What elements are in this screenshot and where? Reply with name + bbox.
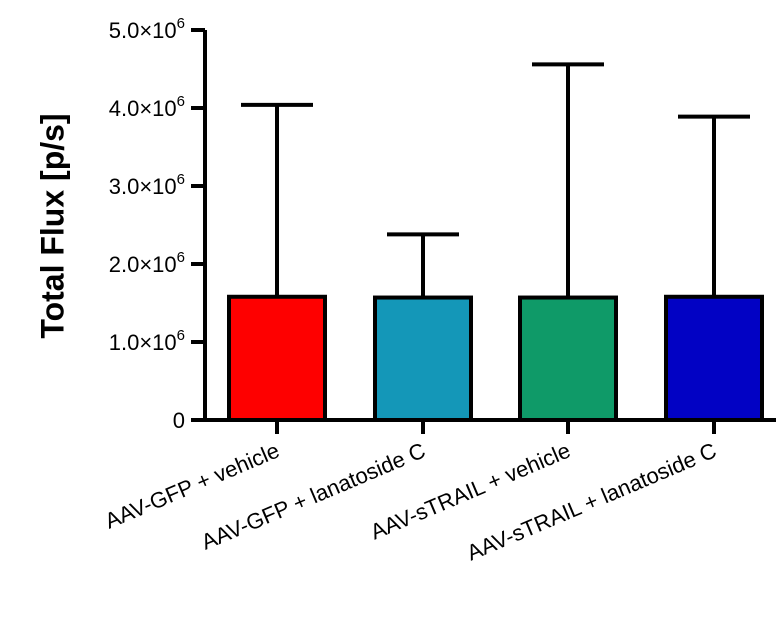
y-tick-label-5: 5.0×106 xyxy=(109,15,185,43)
bars-layer xyxy=(227,294,764,423)
y-tick-label-1: 1.0×106 xyxy=(109,327,185,355)
y-tick-label-0: 0 xyxy=(173,408,185,433)
x-category-label-4: AAV-sTRAIL + lanatoside C xyxy=(463,438,720,566)
bar-4 xyxy=(664,294,764,423)
bar-2 xyxy=(373,295,473,423)
y-axis-title: Total Flux [p/s] xyxy=(34,113,70,338)
y-ticks-layer: 0 1.0×106 2.0×106 3.0×106 4.0×106 5.0×106 xyxy=(109,15,205,433)
error-bars-layer xyxy=(241,62,750,298)
y-tick-label-2: 2.0×106 xyxy=(109,249,185,277)
y-tick-label-3: 3.0×106 xyxy=(109,171,185,199)
axes-layer xyxy=(203,30,776,434)
y-tick-label-4: 4.0×106 xyxy=(109,93,185,121)
bar-1 xyxy=(227,294,327,423)
bar-3 xyxy=(518,295,618,423)
